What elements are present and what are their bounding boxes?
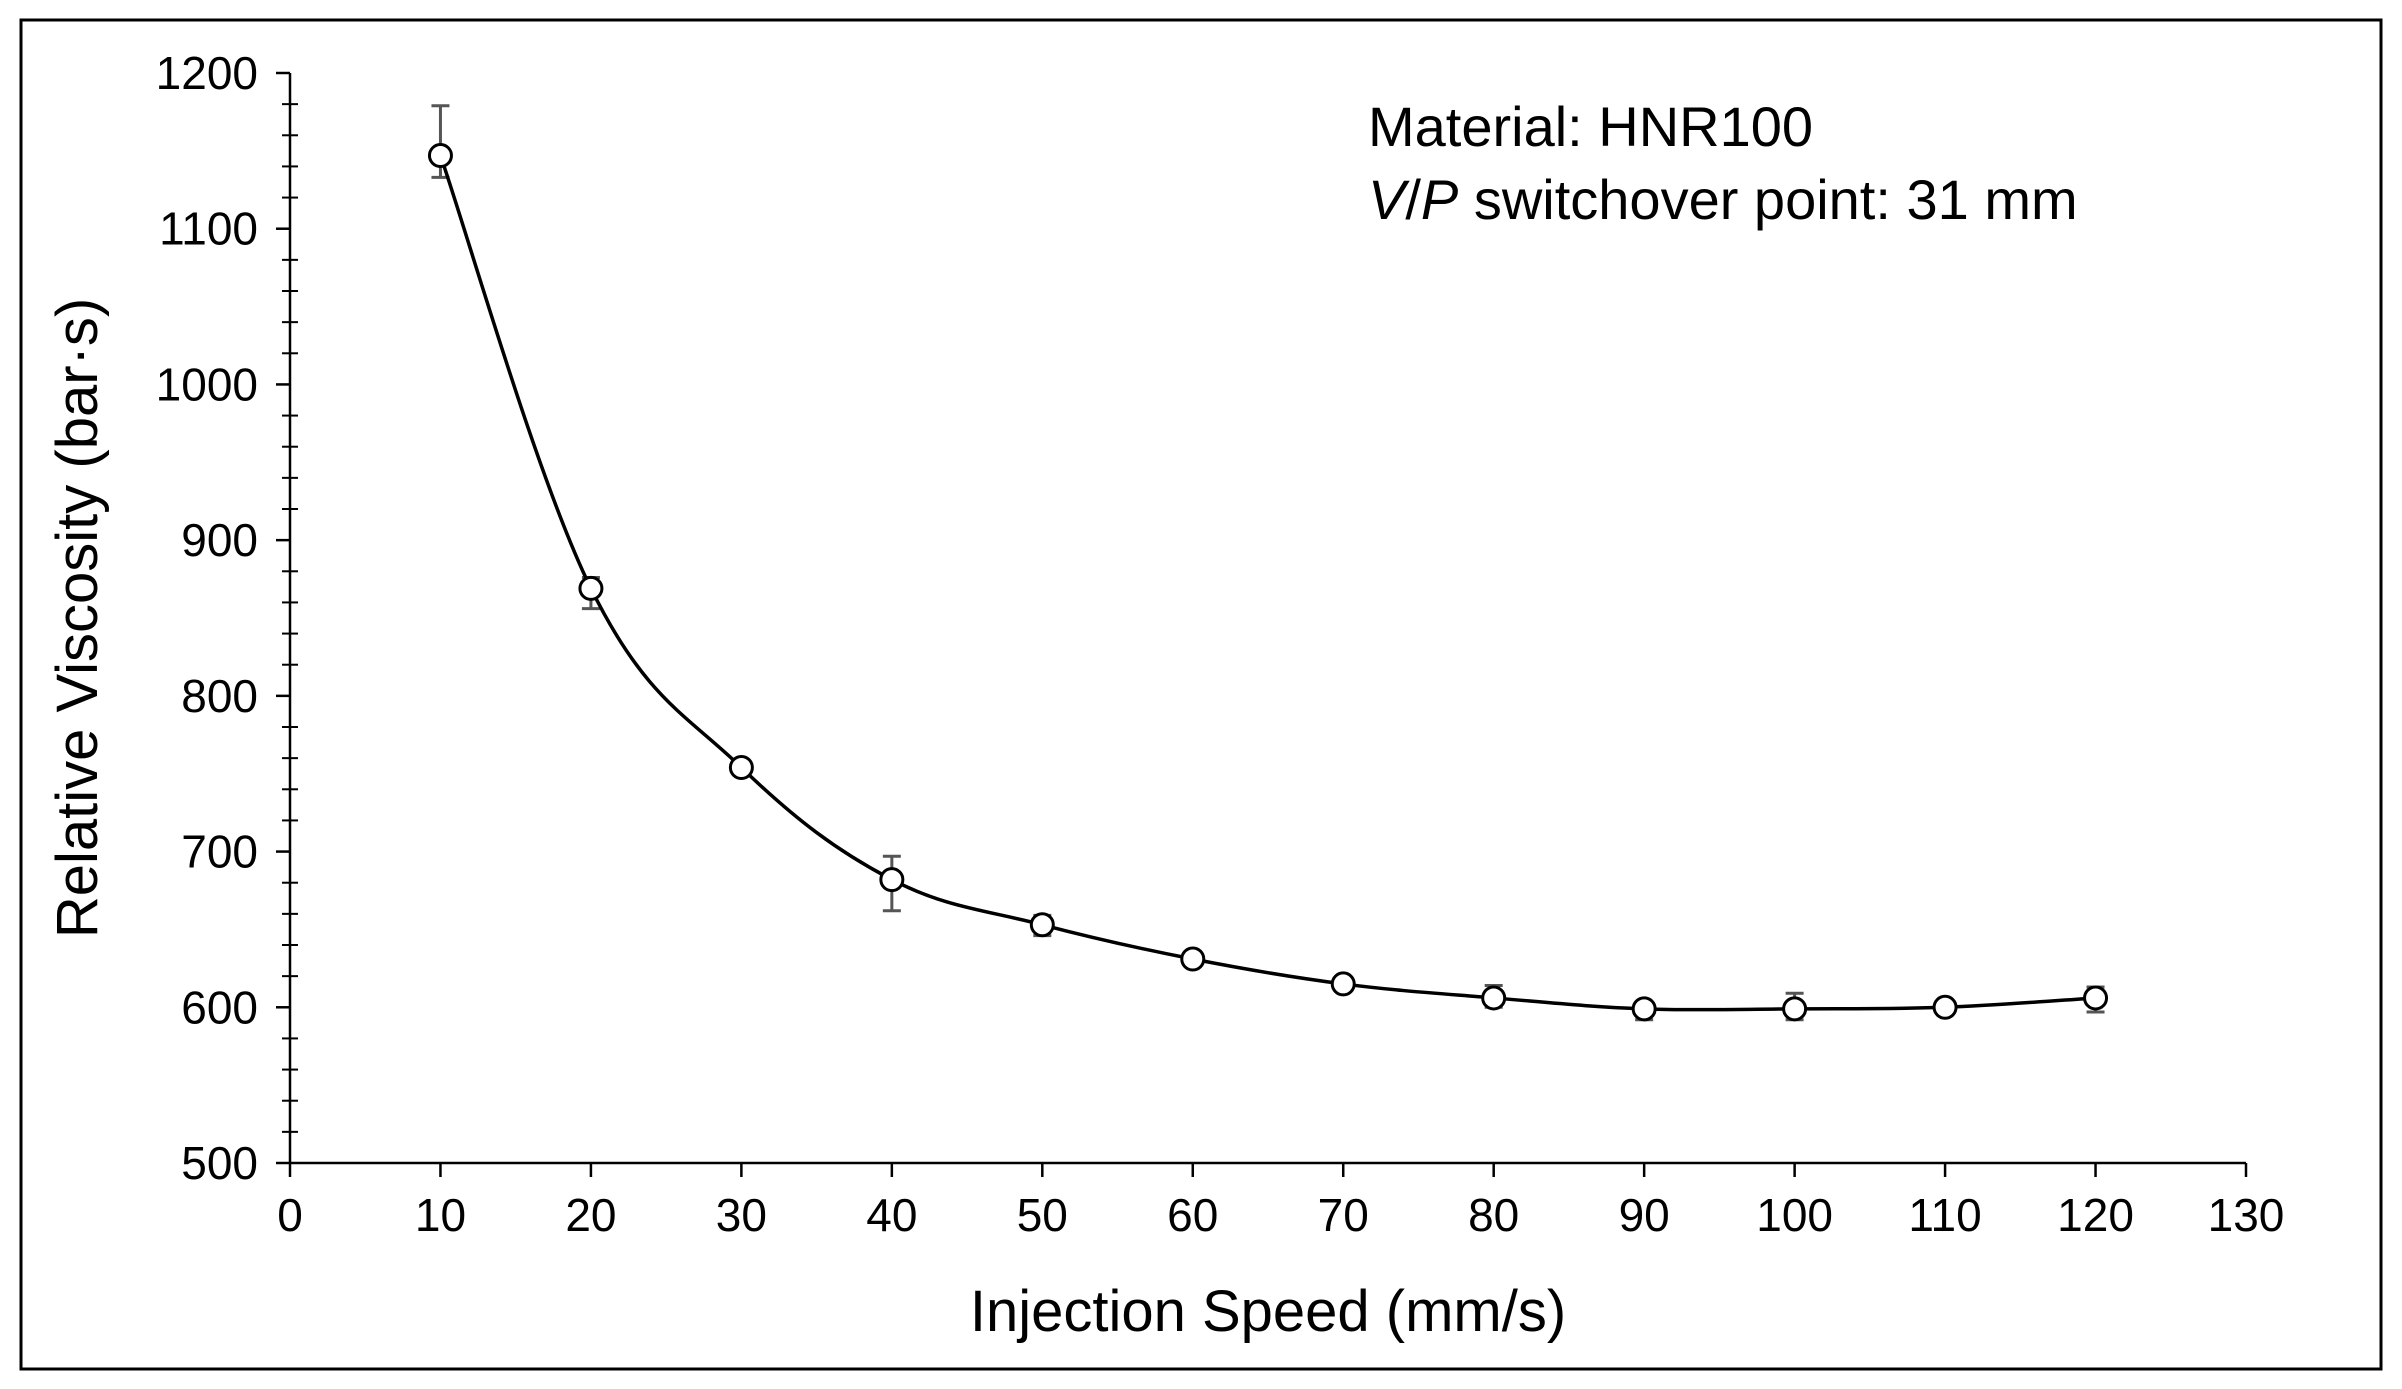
y-tick-label: 1200 <box>156 47 258 99</box>
data-markers <box>427 143 2109 1022</box>
x-tick-label: 80 <box>1468 1189 1519 1241</box>
x-tick-label: 0 <box>277 1189 303 1241</box>
data-point <box>879 867 905 893</box>
x-tick-label: 110 <box>1908 1189 1981 1241</box>
x-tick-label: 10 <box>415 1189 466 1241</box>
y-axis-title: Relative Viscosity (bar·s) <box>45 298 110 938</box>
x-tick-label: 100 <box>1756 1189 1833 1241</box>
x-axis-ticks <box>288 1163 2248 1177</box>
y-tick-label: 700 <box>181 826 258 878</box>
x-axis-title: Injection Speed (mm/s) <box>970 1279 1566 1344</box>
series-line <box>438 154 2096 1012</box>
annotation-material: Material: HNR100 <box>1368 95 1813 158</box>
data-point <box>1782 996 1808 1022</box>
y-tick-label: 1100 <box>159 203 258 255</box>
x-tick-label: 60 <box>1167 1189 1218 1241</box>
annotation-vp-switchover: V/P switchover point: 31 mm <box>1368 168 2078 231</box>
figure-frame <box>19 18 2383 1371</box>
data-point <box>1932 994 1958 1020</box>
y-tick-label: 900 <box>181 514 258 566</box>
y-tick-label: 500 <box>181 1137 258 1189</box>
data-point <box>728 754 754 780</box>
x-axis-tick-labels: 0 10 20 30 40 50 60 70 80 90 100 110 120 130 <box>277 1189 2284 1241</box>
x-tick-label: 20 <box>565 1189 616 1241</box>
x-tick-label: 40 <box>866 1189 917 1241</box>
data-point <box>1029 912 1055 938</box>
data-point <box>1180 946 1206 972</box>
x-tick-label: 30 <box>716 1189 767 1241</box>
data-point <box>1330 971 1356 997</box>
data-point <box>427 143 453 169</box>
y-axis-tick-labels: 500 600 700 800 900 1000 1100 1200 <box>156 47 258 1189</box>
x-tick-label: 90 <box>1619 1189 1670 1241</box>
y-tick-label: 600 <box>181 981 258 1033</box>
x-tick-label: 120 <box>2057 1189 2134 1241</box>
y-axis-ticks <box>276 71 298 1165</box>
data-point <box>578 575 604 601</box>
x-tick-label: 130 <box>2208 1189 2285 1241</box>
annotation-vp-rest: switchover point: 31 mm <box>1458 168 2077 231</box>
x-tick-label: 50 <box>1017 1189 1068 1241</box>
data-point <box>1481 985 1507 1011</box>
x-tick-label: 70 <box>1318 1189 1369 1241</box>
data-point <box>2083 985 2109 1011</box>
y-tick-label: 800 <box>181 670 258 722</box>
y-tick-label: 1000 <box>156 358 258 410</box>
annotation-vp-slash: / <box>1405 168 1421 231</box>
data-point <box>1631 996 1657 1022</box>
annotation-vp-v: V <box>1368 168 1410 231</box>
error-bars <box>431 104 2105 1022</box>
annotation-vp-p: P <box>1421 168 1458 231</box>
